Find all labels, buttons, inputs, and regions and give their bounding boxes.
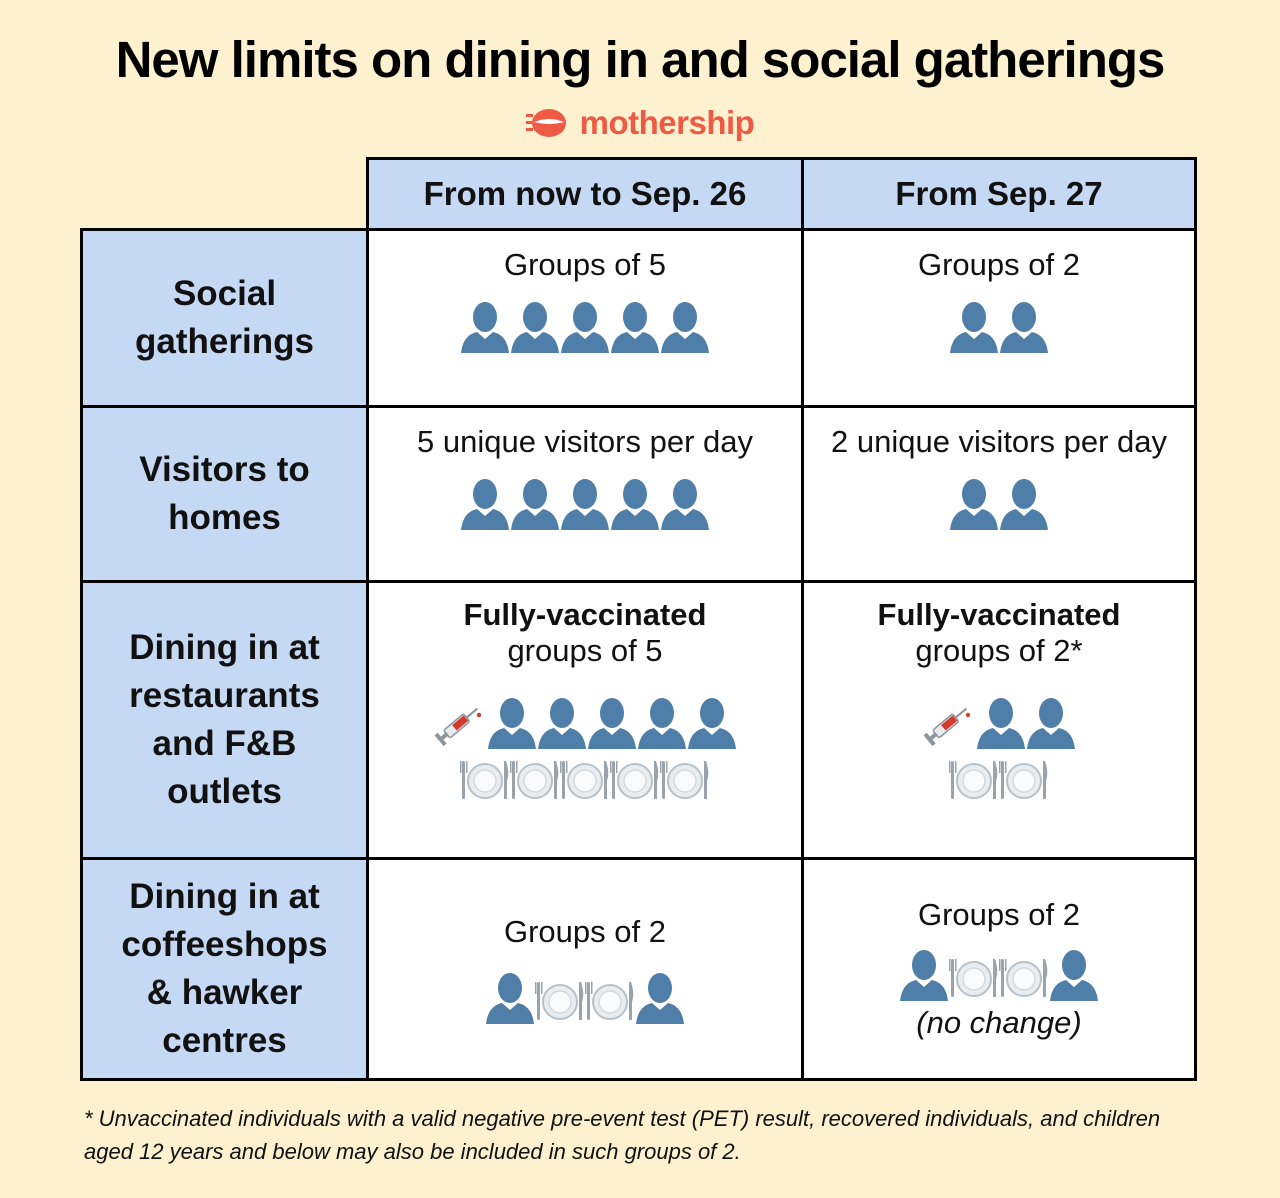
cell-bold-text: Fully-vaccinated	[877, 597, 1121, 632]
row-label-social-gatherings: Social gatherings	[80, 228, 369, 408]
cell-restaurants-now: Fully-vaccinated groups of 5	[366, 580, 804, 860]
plate-cutlery-icon	[949, 761, 998, 799]
mothership-logo-icon	[525, 109, 566, 137]
people-icons	[460, 299, 710, 353]
plate-cutlery-icon	[535, 982, 584, 1020]
person-icon	[461, 302, 509, 353]
cell-text: Groups of 2	[504, 914, 666, 949]
cell-visitors-now: 5 unique visitors per day	[366, 405, 804, 583]
brand-name: mothership	[579, 104, 755, 141]
plate-cutlery-icon	[510, 761, 559, 799]
person-icon	[461, 479, 509, 530]
syringe-icon	[923, 707, 971, 747]
person-icon	[977, 698, 1025, 749]
row-label-hawker-centres: Dining in at coffeeshops & hawker centre…	[80, 857, 369, 1081]
person-icon	[511, 302, 559, 353]
plate-cutlery-icon	[585, 982, 634, 1020]
person-icon	[511, 479, 559, 530]
person-icon	[486, 973, 534, 1024]
person-icon	[538, 698, 586, 749]
cell-text: Groups of 5	[504, 247, 666, 282]
people-icons	[460, 476, 710, 530]
cell-text: 5 unique visitors per day	[416, 424, 754, 459]
row-label-text: Dining in at restaurants and F&B outlets	[129, 628, 320, 811]
cell-social-later: Groups of 2	[801, 228, 1197, 408]
mixed-icons	[899, 947, 1099, 1001]
plate-cutlery-icon	[999, 959, 1048, 997]
person-icon	[900, 950, 948, 1001]
syringe-people-icons	[922, 695, 1076, 749]
footnote: * Unvaccinated individuals with a valid …	[84, 1106, 1161, 1164]
cell-hawker-now: Groups of 2	[366, 857, 804, 1081]
person-icon	[1000, 302, 1048, 353]
person-icon	[611, 479, 659, 530]
cell-visitors-later: 2 unique visitors per day	[801, 405, 1197, 583]
plate-cutlery-icon	[610, 761, 659, 799]
person-icon	[1000, 479, 1048, 530]
person-icon	[611, 302, 659, 353]
person-icon	[588, 698, 636, 749]
cell-text: 2 unique visitors per day	[830, 424, 1168, 459]
person-icon	[1027, 698, 1075, 749]
cell-hawker-later: Groups of 2 (no change)	[801, 857, 1197, 1081]
syringe-people-icons	[433, 695, 737, 749]
plate-cutlery-icon	[949, 959, 998, 997]
cell-text: Groups of 2	[918, 247, 1080, 282]
mixed-icons	[485, 970, 685, 1024]
plate-cutlery-icon	[560, 761, 609, 799]
cell-text: groups of 5	[507, 633, 663, 668]
row-label-text: Visitors to homes	[139, 450, 310, 537]
cell-text: Groups of 2	[918, 897, 1080, 932]
cell-social-now: Groups of 5	[366, 228, 804, 408]
person-icon	[1050, 950, 1098, 1001]
person-icon	[638, 698, 686, 749]
person-icon	[950, 302, 998, 353]
person-icon	[661, 302, 709, 353]
cell-note: (no change)	[916, 1005, 1082, 1040]
person-icon	[636, 973, 684, 1024]
person-icon	[950, 479, 998, 530]
plate-cutlery-icon	[460, 761, 509, 799]
row-label-restaurants: Dining in at restaurants and F&B outlets	[80, 580, 369, 860]
people-icons	[949, 299, 1049, 353]
column-header-later: From Sep. 27	[801, 157, 1197, 231]
column-header-now-label: From now to Sep. 26	[423, 175, 747, 212]
row-label-text: Social gatherings	[135, 274, 314, 361]
syringe-icon	[434, 707, 482, 747]
cell-bold-text: Fully-vaccinated	[463, 597, 707, 632]
row-label-visitors-to-homes: Visitors to homes	[80, 405, 369, 583]
cell-restaurants-later: Fully-vaccinated groups of 2*	[801, 580, 1197, 860]
cell-text: groups of 2*	[915, 633, 1083, 668]
person-icon	[561, 302, 609, 353]
row-label-text: Dining in at coffeeshops & hawker centre…	[121, 877, 328, 1060]
plate-icons	[949, 757, 1049, 803]
brand: mothership	[0, 104, 1280, 142]
column-header-now: From now to Sep. 26	[366, 157, 804, 231]
person-icon	[561, 479, 609, 530]
person-icon	[661, 479, 709, 530]
column-header-later-label: From Sep. 27	[895, 175, 1103, 212]
people-icons	[949, 476, 1049, 530]
person-icon	[488, 698, 536, 749]
page-title: New limits on dining in and social gathe…	[115, 31, 1166, 88]
person-icon	[688, 698, 736, 749]
plate-cutlery-icon	[999, 761, 1048, 799]
plate-cutlery-icon	[660, 761, 709, 799]
plate-icons	[460, 757, 710, 803]
